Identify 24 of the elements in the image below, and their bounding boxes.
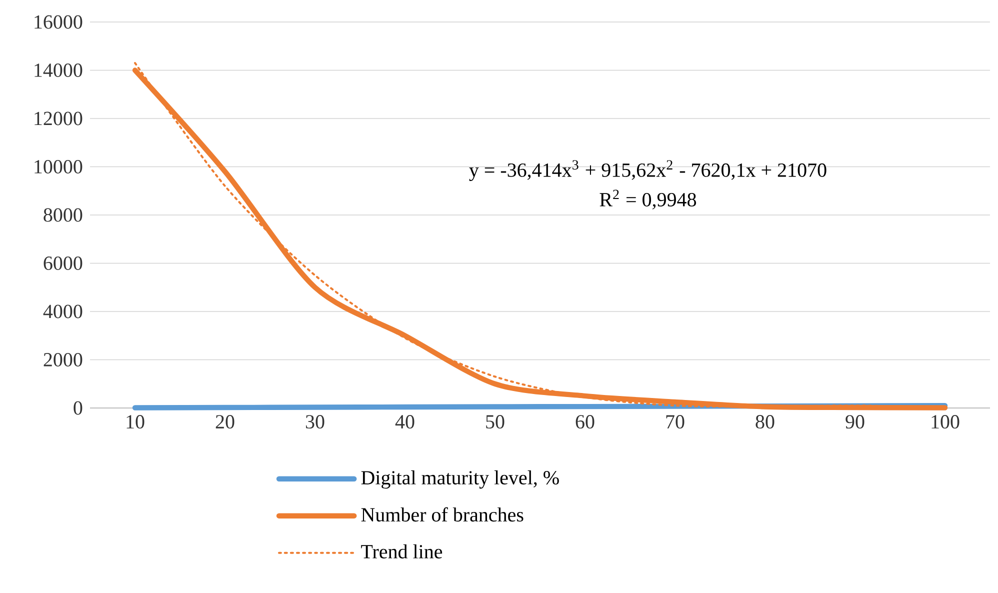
x-tick-label: 60 (576, 415, 594, 429)
x-tick-label: 30 (306, 415, 324, 429)
annotation: y = -36,414x$^{3}$ + 915,62x$^{2}$ - 7620,1x + 21070 (469, 160, 826, 182)
y-tick-label: 2000 (44, 352, 82, 366)
y-tick-label: 6000 (44, 256, 82, 270)
y-tick-label: 8000 (44, 208, 82, 222)
x-tick-label: 70 (666, 415, 684, 429)
x-tick-label: 80 (756, 415, 774, 429)
x-tick-label: 40 (395, 415, 414, 429)
legend-label: Digital maturity level, % (361, 470, 559, 489)
x-tick-label: 50 (486, 415, 504, 429)
x-tick-label: 90 (846, 415, 864, 429)
y-tick-label: 16000 (34, 15, 82, 29)
y-tick-label: 4000 (43, 304, 82, 318)
annotation: R$^{2}$ = 0,9948 (600, 190, 696, 210)
y-tick-label: 10000 (34, 160, 82, 174)
x-tick-label: 20 (216, 415, 234, 429)
x-tick-label: 10 (126, 415, 144, 429)
legend-label: Number of branches (361, 507, 524, 522)
y-tick-label: 0 (74, 401, 82, 415)
legend-label: Trend line (361, 544, 442, 558)
y-tick-label: 14000 (34, 64, 82, 77)
x-tick-label: 100 (932, 415, 960, 429)
y-tick-label: 12000 (34, 112, 82, 126)
